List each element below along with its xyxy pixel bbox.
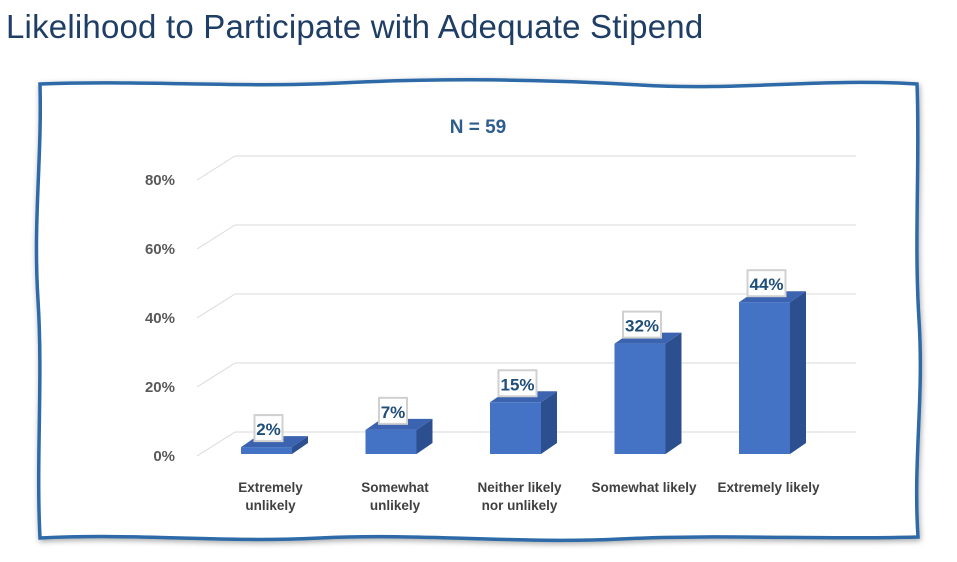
data-label: 32% xyxy=(625,317,659,336)
category-label: Neither likely xyxy=(477,480,562,495)
category-label: Extremely xyxy=(238,480,303,495)
y-tick-label: 0% xyxy=(153,448,175,465)
bar-front xyxy=(365,429,417,454)
gridline-depth xyxy=(196,362,236,388)
gridline-depth xyxy=(196,431,236,457)
page-title: Likelihood to Participate with Adequate … xyxy=(6,8,704,45)
data-label: 44% xyxy=(749,275,783,294)
data-label-box xyxy=(622,310,662,339)
gridline-depth xyxy=(196,293,236,319)
bar xyxy=(739,291,806,454)
bar-front xyxy=(241,447,292,454)
data-label-box xyxy=(746,269,787,298)
bar-side xyxy=(541,391,557,454)
bar-side xyxy=(790,291,806,454)
bar-front xyxy=(614,343,666,454)
data-label-box xyxy=(497,369,538,398)
data-label: 15% xyxy=(500,375,534,394)
data-label: 2% xyxy=(256,420,281,439)
y-tick-label: 40% xyxy=(145,310,175,327)
bar xyxy=(614,332,682,454)
category-label: Somewhat likely xyxy=(591,480,697,495)
category-label: nor unlikely xyxy=(482,498,558,513)
y-tick-label: 80% xyxy=(145,172,175,189)
category-label: Somewhat xyxy=(361,480,429,495)
y-tick-label: 20% xyxy=(145,379,175,396)
data-labels: 2% 7% 15% 32% 44% xyxy=(253,269,787,443)
data-label-box xyxy=(378,396,408,425)
bar-side xyxy=(292,436,308,454)
bar-side xyxy=(416,418,433,454)
bar xyxy=(490,391,557,454)
bar-front xyxy=(490,402,541,454)
gridline-depth xyxy=(196,155,236,181)
data-label-box xyxy=(253,414,284,443)
chart-subtitle: N = 59 xyxy=(450,117,507,138)
bar-side xyxy=(665,332,682,454)
y-tick-label: 60% xyxy=(145,241,175,258)
gridline-depth xyxy=(196,224,236,250)
y-axis-ticks: 0% 20% 40% 60% 80% xyxy=(145,172,175,465)
category-label: Extremely likely xyxy=(717,480,820,495)
category-labels: Extremely unlikely Somewhat unlikely Neither… xyxy=(238,480,820,513)
category-label: unlikely xyxy=(370,498,421,513)
category-label: unlikely xyxy=(245,498,296,513)
bars xyxy=(241,291,806,454)
bar-front xyxy=(739,302,790,454)
data-label: 7% xyxy=(381,403,406,422)
